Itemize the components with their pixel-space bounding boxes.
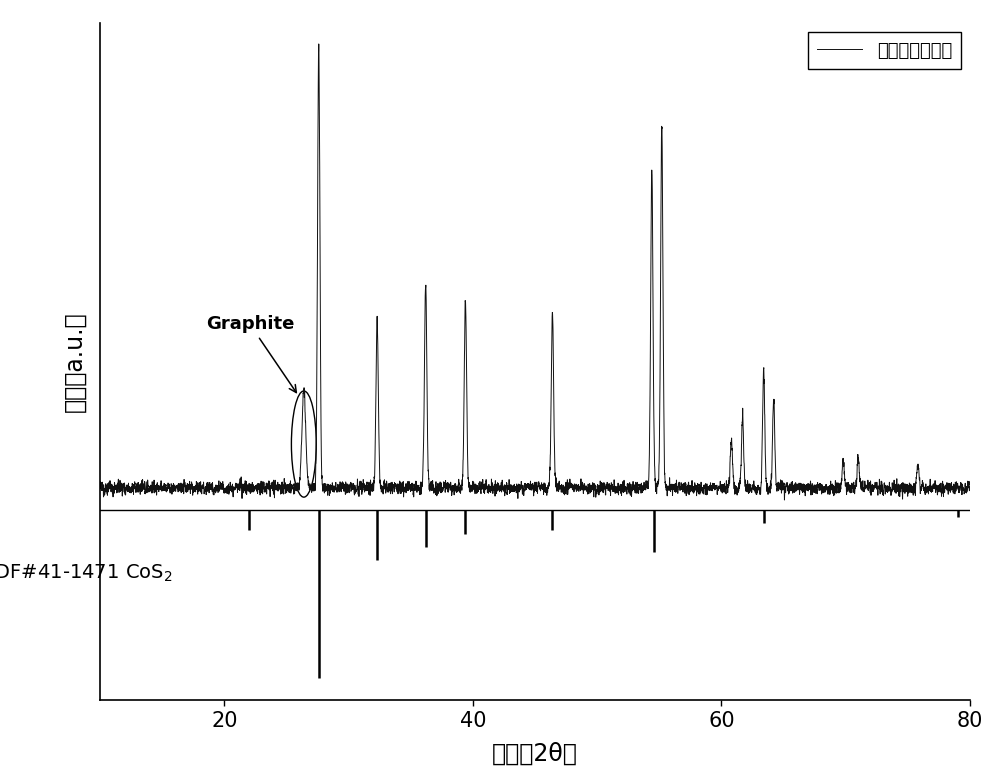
- X-axis label: 角度（2θ）: 角度（2θ）: [492, 741, 578, 766]
- Line: 再生金属硫化物: 再生金属硫化物: [100, 44, 970, 500]
- 再生金属硫化物: [313, 39, 325, 48]
- 再生金属硫化物: [778, 496, 790, 505]
- Y-axis label: 强度（a.u.）: 强度（a.u.）: [62, 311, 86, 412]
- 再生金属硫化物: [647, 261, 659, 271]
- 再生金属硫化物: [94, 483, 106, 492]
- 再生金属硫化物: [609, 483, 621, 492]
- Text: Graphite: Graphite: [206, 315, 296, 393]
- Legend: 再生金属硫化物: 再生金属硫化物: [808, 33, 961, 68]
- Text: PDF#41-1471 CoS$_2$: PDF#41-1471 CoS$_2$: [0, 563, 173, 584]
- 再生金属硫化物: [409, 485, 421, 495]
- 再生金属硫化物: [739, 482, 751, 491]
- 再生金属硫化物: [138, 482, 150, 491]
- 再生金属硫化物: [786, 482, 798, 491]
- 再生金属硫化物: [964, 482, 976, 491]
